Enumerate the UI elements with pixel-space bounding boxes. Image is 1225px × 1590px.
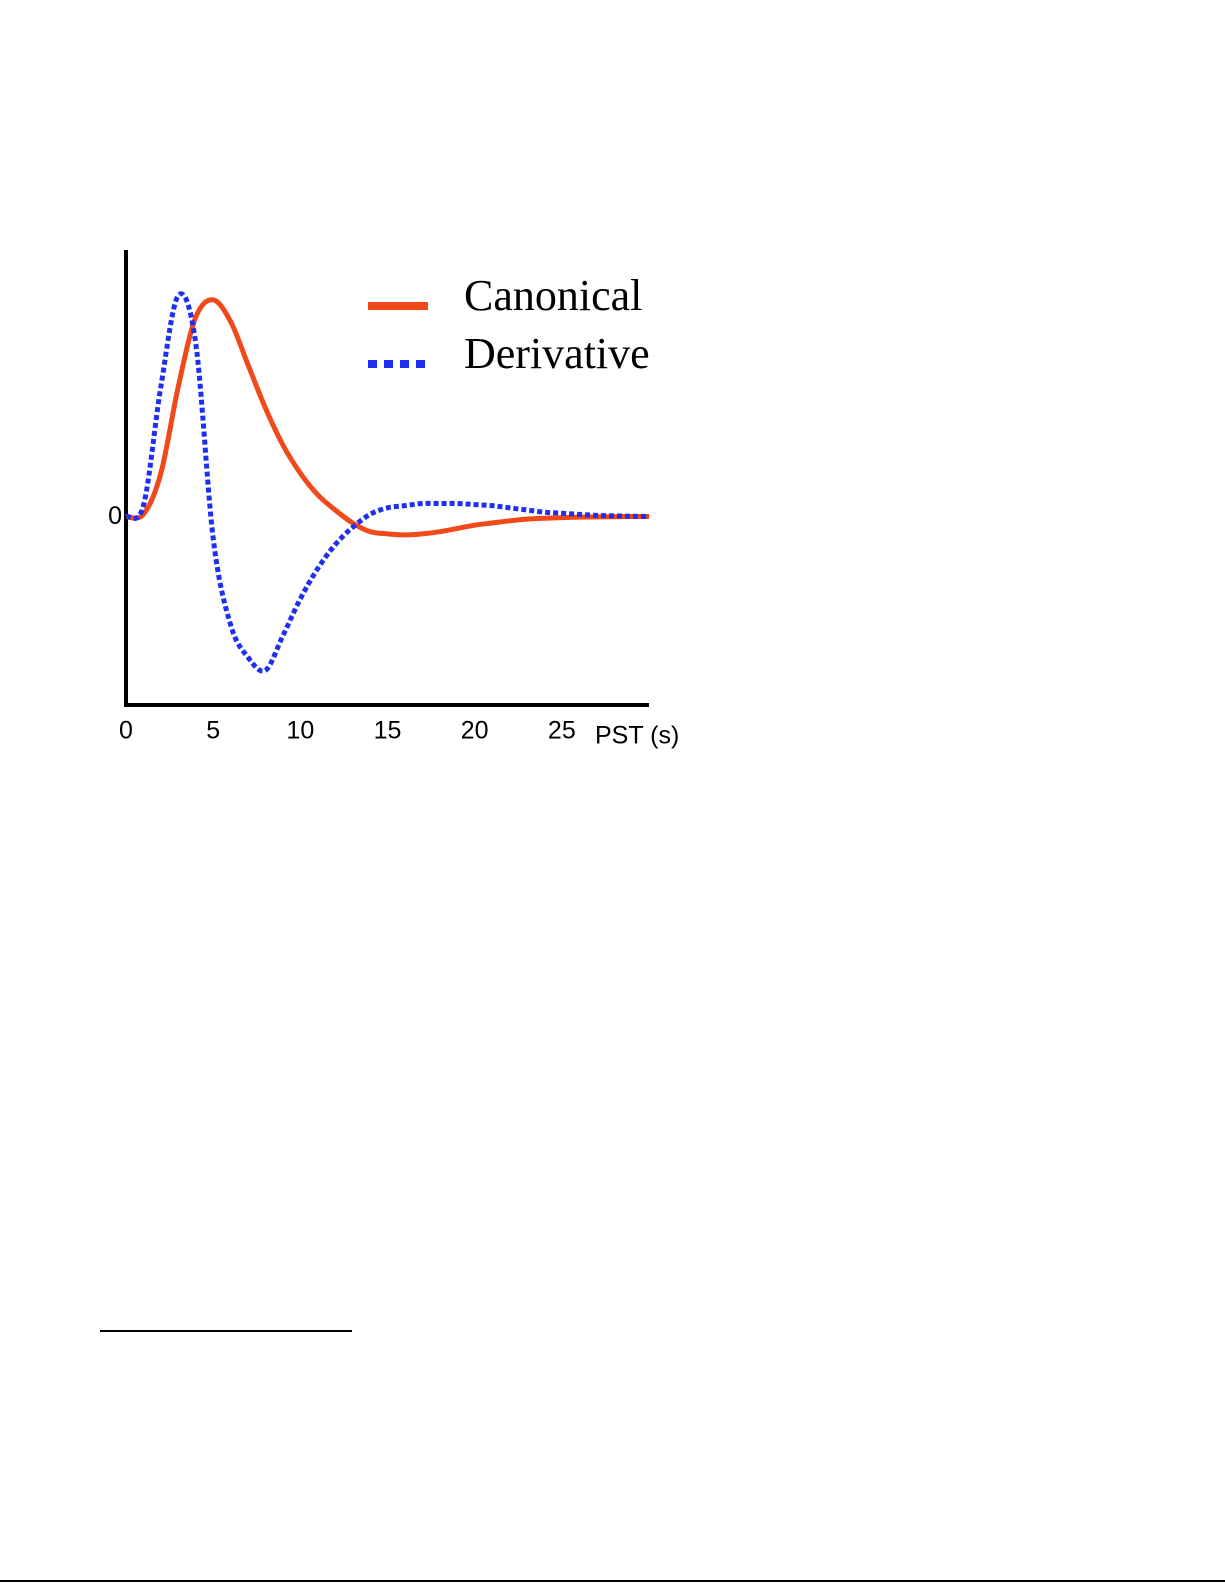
series-line — [124, 291, 650, 674]
x-tick-label: 20 — [461, 717, 489, 745]
legend-label: Derivative — [464, 329, 650, 378]
x-tick-label: 25 — [548, 717, 576, 745]
x-axis-label: PST (s) — [595, 722, 679, 750]
x-tick-label: 0 — [119, 717, 133, 745]
legend-label: Canonical — [464, 271, 642, 320]
x-tick-label: 15 — [374, 717, 402, 745]
x-tick-label: 10 — [286, 717, 314, 745]
series-line — [125, 297, 650, 538]
x-tick-label: 5 — [206, 717, 220, 745]
y-tick-label: 0 — [108, 502, 122, 530]
